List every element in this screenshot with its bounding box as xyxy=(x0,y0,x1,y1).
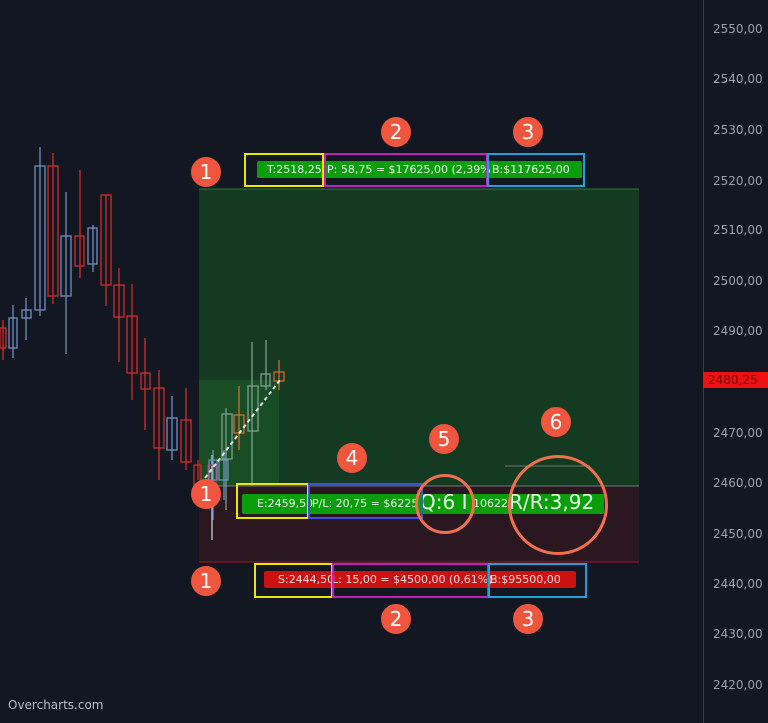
highlight-circle-rr xyxy=(508,455,608,555)
stop-balance: B:$95500,00 xyxy=(490,573,561,586)
price-tick: 2530,00 xyxy=(713,123,763,137)
stop-loss: L: 15,00 = $4500,00 (0,61%) xyxy=(332,573,493,586)
highlight-box-entry xyxy=(236,483,309,519)
target-label-bar[interactable]: T:2518,25 P: 58,75 = $17625,00 (2,39% B:… xyxy=(257,161,582,178)
entry-price: E:2459,50 xyxy=(257,497,314,510)
price-tick: 2550,00 xyxy=(713,22,763,36)
price-tick: 2540,00 xyxy=(713,72,763,86)
price-tick: 2420,00 xyxy=(713,678,763,692)
highlight-box-entry-pl xyxy=(308,483,423,519)
highlight-box-price xyxy=(244,153,324,187)
annotation-badge: 2 xyxy=(381,604,411,634)
watermark: Overcharts.com xyxy=(8,698,104,712)
annotation-badge: 1 xyxy=(191,566,221,596)
annotation-badge: 3 xyxy=(513,117,543,147)
annotation-badge: 5 xyxy=(429,424,459,454)
highlight-box-stop xyxy=(254,563,333,598)
price-tick: 2440,00 xyxy=(713,577,763,591)
annotation-badge: 3 xyxy=(513,604,543,634)
annotation-badge: 1 xyxy=(191,479,221,509)
highlight-box-loss xyxy=(332,563,489,598)
price-tick: 2460,00 xyxy=(713,476,763,490)
target-profit: P: 58,75 = $17625,00 (2,39% xyxy=(327,163,491,176)
target-balance: B:$117625,00 xyxy=(492,163,570,176)
entry-balance: 10622 xyxy=(473,497,508,510)
stop-label-bar[interactable]: S:2444,50 L: 15,00 = $4500,00 (0,61%) B:… xyxy=(264,571,576,588)
price-tick: 2500,00 xyxy=(713,274,763,288)
price-tick: 2470,00 xyxy=(713,426,763,440)
price-tick: 2490,00 xyxy=(713,324,763,338)
price-tick: 2430,00 xyxy=(713,627,763,641)
annotation-badge: 6 xyxy=(541,407,571,437)
highlight-box-stop-balance xyxy=(488,563,587,598)
price-tick: 2520,00 xyxy=(713,174,763,188)
price-axis[interactable]: 2550,00 2540,00 2530,00 2520,00 2510,00 … xyxy=(703,0,768,723)
annotation-badge: 2 xyxy=(381,117,411,147)
highlight-box-pl xyxy=(324,153,488,187)
highlight-box-balance xyxy=(487,153,585,187)
annotation-badge: 1 xyxy=(191,157,221,187)
price-tick: 2510,00 xyxy=(713,223,763,237)
highlight-circle-qty xyxy=(415,474,475,534)
stop-price: S:2444,50 xyxy=(278,573,335,586)
price-tick: 2450,00 xyxy=(713,527,763,541)
entry-pl: P/L: 20,75 = $6225 xyxy=(312,497,419,510)
target-price: T:2518,25 xyxy=(267,163,322,176)
current-price-tag: 2480,25 xyxy=(703,372,768,388)
annotation-badge: 4 xyxy=(337,443,367,473)
